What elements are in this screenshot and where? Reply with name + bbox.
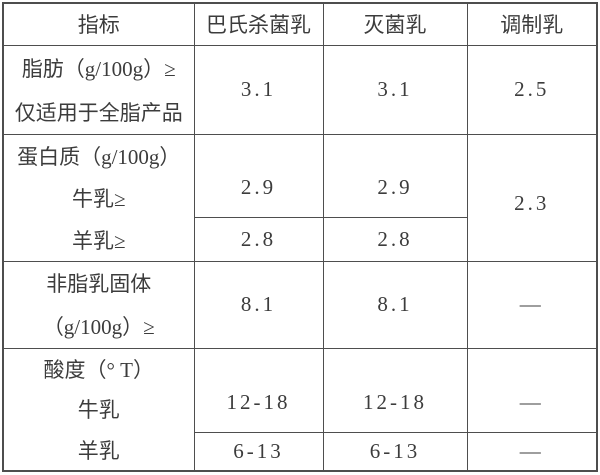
acidity-goat-label: 羊乳 bbox=[77, 438, 120, 463]
nonfat-milk-solids-sterilized-value: 8.1 bbox=[322, 260, 468, 349]
protein-goat-sterilized-value: 2.8 bbox=[322, 217, 468, 262]
fat-modified-value: 2.5 bbox=[466, 44, 598, 135]
nonfat-milk-solids-label-cell: 非脂乳固体 （g/100g）≥ bbox=[2, 260, 195, 349]
acidity-cow-sterilized-value: 12-18 bbox=[322, 347, 468, 433]
protein-goat-label: 羊乳≥ bbox=[71, 228, 126, 253]
protein-title: 蛋白质（g/100g） bbox=[17, 144, 181, 169]
fat-label-line1: 脂肪（g/100g）≥ bbox=[21, 56, 176, 81]
acidity-row-cow: 酸度（° T） 牛乳 羊乳 12-18 12-18 — bbox=[2, 347, 598, 471]
acidity-cow-label: 牛乳 bbox=[77, 398, 120, 422]
fat-sterilized-value: 3.1 bbox=[322, 44, 468, 135]
acidity-cow-modified-value: — bbox=[466, 347, 598, 433]
acidity-goat-modified-value: — bbox=[466, 431, 598, 472]
protein-label-cell: 蛋白质（g/100g） 牛乳≥ 羊乳≥ bbox=[2, 133, 195, 262]
header-indicator: 指标 bbox=[2, 2, 195, 46]
acidity-title: 酸度（° T） bbox=[43, 357, 154, 382]
header-modified-milk: 调制乳 bbox=[466, 2, 598, 46]
acidity-cow-pasteurized-value: 12-18 bbox=[193, 347, 324, 433]
fat-pasteurized-value: 3.1 bbox=[193, 44, 324, 135]
protein-row-cow: 蛋白质（g/100g） 牛乳≥ 羊乳≥ 2.9 2.9 2.3 bbox=[2, 133, 598, 262]
header-pasteurized-milk: 巴氏杀菌乳 bbox=[193, 2, 324, 46]
fat-label-line2: 仅适用于全脂产品 bbox=[14, 100, 183, 125]
acidity-row-goat: 6-13 6-13 — bbox=[3, 431, 598, 472]
protein-goat-pasteurized-value: 2.8 bbox=[193, 217, 324, 262]
nonfat-milk-solids-modified-value: — bbox=[466, 260, 598, 349]
acidity-label-cell: 酸度（° T） 牛乳 羊乳 bbox=[2, 347, 195, 471]
nonfat-milk-solids-row: 非脂乳固体 （g/100g）≥ 8.1 8.1 — bbox=[2, 260, 598, 349]
nonfat-milk-solids-pasteurized-value: 8.1 bbox=[193, 260, 324, 349]
protein-cow-pasteurized-value: 2.9 bbox=[193, 133, 324, 219]
protein-modified-value: 2.3 bbox=[466, 133, 598, 262]
fat-label-cell: 脂肪（g/100g）≥ 仅适用于全脂产品 bbox=[2, 44, 195, 135]
nonfat-milk-solids-label-line2: （g/100g）≥ bbox=[42, 315, 155, 339]
acidity-goat-sterilized-value: 6-13 bbox=[322, 431, 468, 472]
acidity-goat-pasteurized-value: 6-13 bbox=[193, 431, 324, 472]
protein-cow-sterilized-value: 2.9 bbox=[322, 133, 468, 219]
protein-row-goat: 2.8 2.8 bbox=[3, 217, 597, 262]
fat-row: 脂肪（g/100g）≥ 仅适用于全脂产品 3.1 3.1 2.5 bbox=[2, 44, 598, 135]
header-sterilized-milk: 灭菌乳 bbox=[322, 2, 468, 46]
nonfat-milk-solids-label-line1: 非脂乳固体 bbox=[46, 272, 152, 296]
protein-cow-label: 牛乳≥ bbox=[71, 186, 126, 211]
header-row: 指标 巴氏杀菌乳 灭菌乳 调制乳 bbox=[2, 2, 598, 46]
